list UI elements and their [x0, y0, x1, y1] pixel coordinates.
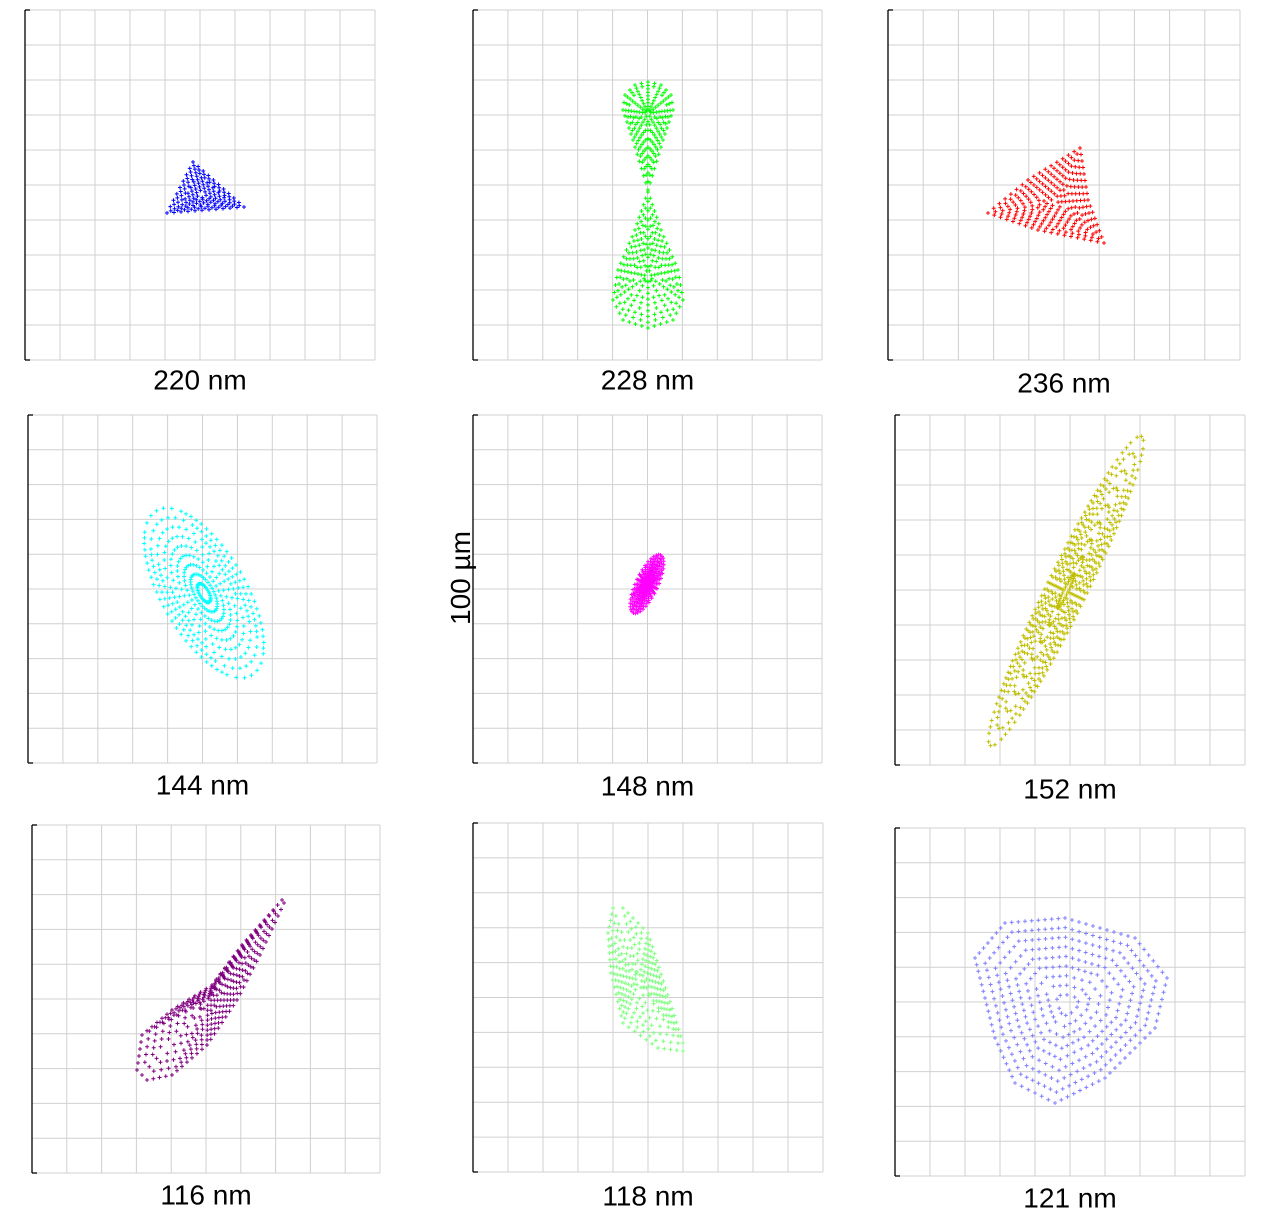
panel: 144 nm: [27, 414, 378, 800]
panel-label: 116 nm: [160, 1179, 251, 1210]
panel: 121 nm: [894, 827, 1246, 1213]
panel: 148 nm: [472, 414, 823, 801]
panel: 116 nm: [31, 824, 381, 1210]
panel-label: 148 nm: [601, 770, 694, 801]
panel-label: 121 nm: [1023, 1182, 1116, 1213]
panel-label: 228 nm: [601, 364, 694, 395]
spot-diagram: [986, 434, 1146, 748]
panel-label: 144 nm: [156, 769, 249, 800]
panel: 228 nm: [472, 9, 823, 395]
spot-diagram: [986, 146, 1106, 245]
spot-diagram: [611, 80, 685, 330]
panel: 220 nm: [24, 9, 376, 395]
spot-diagram: [606, 906, 685, 1053]
spot-diagram: [973, 916, 1169, 1105]
panel-label: 220 nm: [153, 364, 246, 395]
spot-diagram: [135, 898, 286, 1082]
spot-diagram: [165, 160, 246, 215]
panel-label: 152 nm: [1023, 773, 1116, 804]
panel: 236 nm: [887, 9, 1241, 398]
panel: 152 nm: [894, 414, 1246, 804]
panel-label: 118 nm: [602, 1180, 693, 1211]
panel-label: 236 nm: [1017, 367, 1110, 398]
spot-diagram: [142, 506, 266, 680]
scale-label: 100 µm: [445, 531, 476, 625]
panel: 118 nm: [472, 822, 824, 1211]
spot-diagram: [628, 552, 666, 616]
